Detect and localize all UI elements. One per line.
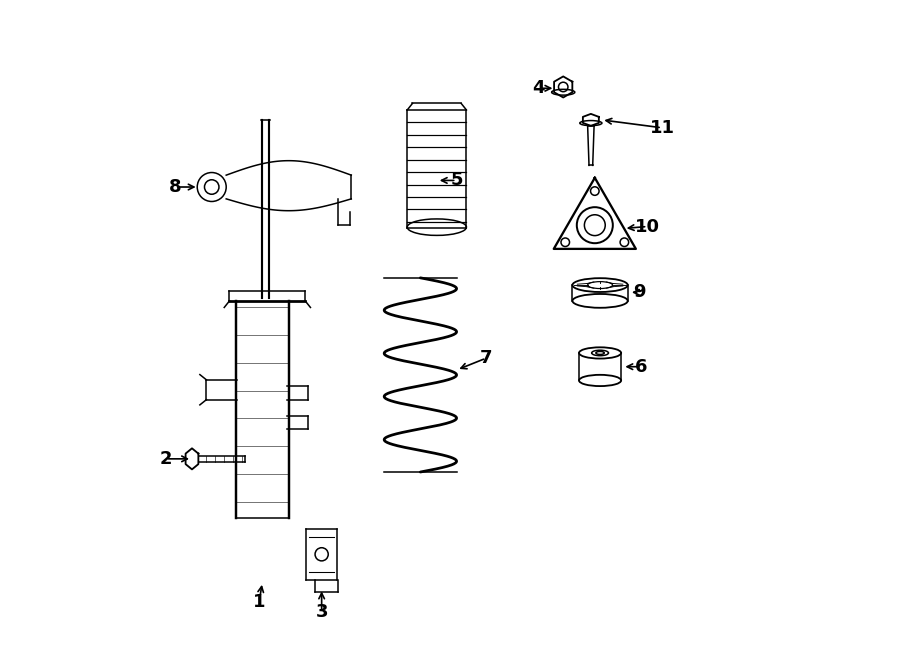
- Text: 6: 6: [634, 358, 647, 375]
- Text: 9: 9: [634, 284, 646, 301]
- Text: 1: 1: [253, 593, 266, 611]
- Text: 7: 7: [480, 349, 492, 367]
- Text: 3: 3: [315, 603, 328, 621]
- Text: 10: 10: [635, 217, 660, 235]
- Text: 2: 2: [159, 450, 172, 468]
- Text: 5: 5: [450, 171, 463, 190]
- Text: 4: 4: [533, 79, 545, 97]
- Text: 11: 11: [650, 119, 674, 137]
- Text: 8: 8: [168, 178, 181, 196]
